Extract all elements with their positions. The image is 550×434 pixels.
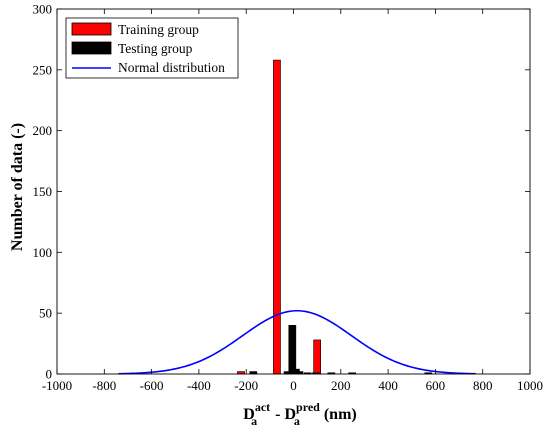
legend-swatch-training [71, 22, 112, 36]
x-tick-label-2: -600 [140, 378, 164, 393]
x-axis-title-sub2: a [294, 414, 300, 428]
y-tick-label-5: 250 [33, 62, 53, 77]
x-tick-label-6: 200 [331, 378, 351, 393]
y-tick-label-4: 200 [33, 123, 53, 138]
x-axis-title-mid: - [271, 406, 284, 423]
y-tick-label-1: 50 [39, 306, 52, 321]
y-tick-label-2: 100 [33, 245, 53, 260]
x-tick-label-10: 1000 [517, 378, 543, 393]
x-tick-label-3: -400 [187, 378, 211, 393]
x-tick-label-1: -800 [92, 378, 116, 393]
axes: -1000 -800 -600 -400 -200 0 200 400 600 800 1000 0 5… [33, 2, 544, 394]
normal-distribution-line [118, 309, 476, 375]
x-tick-label-4: -200 [234, 378, 258, 393]
x-tick-label-0: -1000 [42, 378, 72, 393]
legend-swatch-testing [71, 41, 112, 55]
y-tick-label-0: 0 [46, 367, 53, 382]
legend-label-training: Training group [118, 22, 199, 37]
y-tick-label-6: 300 [33, 2, 53, 17]
x-tick-label-8: 600 [426, 378, 446, 393]
bar-training-1 [273, 59, 281, 375]
y-tick-label-3: 150 [33, 184, 53, 199]
x-axis-title-sub1: a [251, 414, 257, 428]
legend-label-testing: Testing group [118, 41, 193, 56]
x-tick-label-5: 0 [290, 378, 297, 393]
legend: Training group Testing group Normal dist… [65, 17, 239, 79]
x-tick-label-9: 800 [473, 378, 493, 393]
bar-training-2 [313, 339, 321, 375]
bar-testing-2 [288, 325, 297, 375]
y-axis-title: Number of data (-) [9, 123, 26, 251]
x-axis-title-unit: (nm) [320, 406, 357, 423]
x-axis-title-sup2: pred [296, 400, 320, 414]
x-tick-label-7: 400 [378, 378, 398, 393]
x-axis-title-sup1: act [255, 400, 270, 414]
x-axis-title-d1: D [243, 406, 255, 423]
x-axis-title-d2: D [284, 406, 296, 423]
x-axis-title: Dact a - Dpred a (nm) [243, 400, 356, 428]
legend-label-normal: Normal distribution [118, 60, 225, 75]
